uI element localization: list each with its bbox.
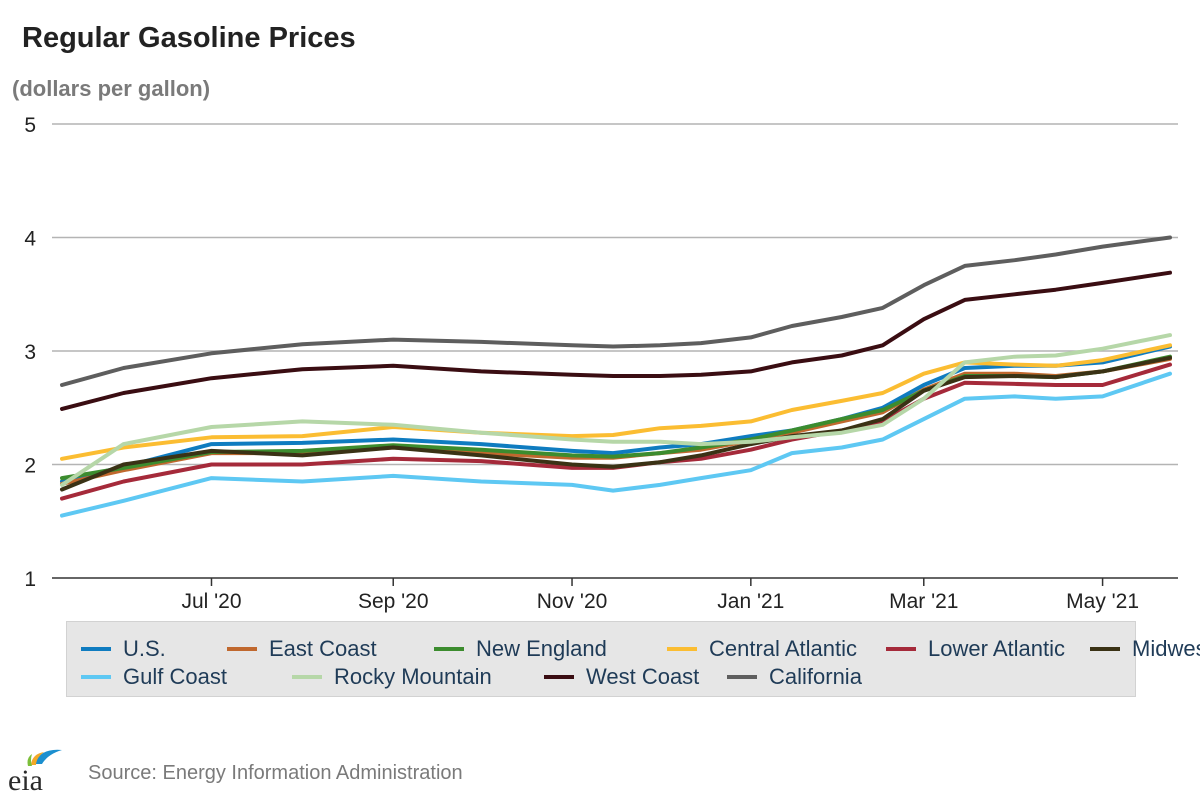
legend-item: Gulf Coast (81, 664, 227, 690)
legend-item: East Coast (227, 636, 377, 662)
x-axis-ticks: Jul '20 Sep '20 Nov '20 Jan '21 Mar '21 May '… (181, 578, 1139, 613)
chart-legend: U.S. East Coast New England Central Atlanti… (66, 621, 1200, 697)
legend-item: Central Atlantic (667, 636, 857, 662)
legend-label: Gulf Coast (123, 664, 227, 689)
legend-label: East Coast (269, 636, 377, 661)
legend-label: Lower Atlantic (928, 636, 1065, 661)
legend-item: New England (434, 636, 607, 662)
y-tick-label: 5 (24, 114, 36, 137)
eia-logo: eia (8, 749, 62, 794)
series-line-lower-atlantic (60, 362, 1172, 501)
series-line-california (60, 235, 1172, 387)
legend-item: Lower Atlantic (886, 636, 1065, 662)
legend-item: California (727, 664, 862, 690)
source-note: Source: Energy Information Administratio… (88, 762, 463, 784)
x-tick-label: Sep '20 (358, 590, 429, 613)
legend-swatch (727, 675, 757, 679)
series-line-gulf-coast (60, 371, 1172, 518)
x-tick-label: Jan '21 (717, 590, 784, 613)
y-tick-label: 2 (24, 455, 36, 478)
series-line-u-s (60, 344, 1172, 484)
series-line-rocky-mountain (60, 333, 1172, 487)
line-chart: 1 2 3 4 5 Jul '20 Sep '20 Nov '20 Jan '21 Mar '2… (24, 114, 1178, 613)
legend-swatch (1090, 647, 1120, 651)
x-tick-label: May '21 (1066, 590, 1139, 613)
legend-swatch (434, 647, 464, 651)
legend-item: Rocky Mountain (292, 664, 492, 690)
legend-label: West Coast (586, 664, 700, 689)
legend-swatch (667, 647, 697, 651)
legend-label: Midwest (1132, 636, 1200, 661)
legend-label: California (769, 664, 862, 689)
y-tick-label: 3 (24, 341, 36, 364)
legend-item: West Coast (544, 664, 699, 690)
series-line-west-coast (60, 270, 1172, 411)
chart-subtitle: (dollars per gallon) (12, 76, 211, 101)
series-lines (60, 235, 1172, 518)
y-tick-label: 4 (24, 228, 36, 251)
legend-label: Rocky Mountain (334, 664, 492, 689)
legend-label: New England (476, 636, 607, 661)
x-tick-label: Nov '20 (537, 590, 608, 613)
legend-swatch (544, 675, 574, 679)
legend-item: U.S. (81, 636, 166, 662)
y-tick-label: 1 (24, 568, 36, 591)
legend-swatch (227, 647, 257, 651)
y-axis-ticks: 1 2 3 4 5 (24, 114, 36, 591)
legend-swatch (81, 647, 111, 651)
x-tick-label: Jul '20 (181, 590, 241, 613)
chart-title: Regular Gasoline Prices (22, 22, 356, 54)
legend-swatch (81, 675, 111, 679)
series-line-midwest (60, 355, 1172, 492)
x-tick-label: Mar '21 (889, 590, 958, 613)
legend-item: Midwest (1090, 636, 1200, 662)
svg-text:eia: eia (8, 764, 43, 794)
series-line-central-atlantic (60, 343, 1172, 461)
gridlines (52, 123, 1178, 579)
legend-label: U.S. (123, 636, 166, 661)
legend-swatch (886, 647, 916, 651)
legend-swatch (292, 675, 322, 679)
legend-label: Central Atlantic (709, 636, 857, 661)
